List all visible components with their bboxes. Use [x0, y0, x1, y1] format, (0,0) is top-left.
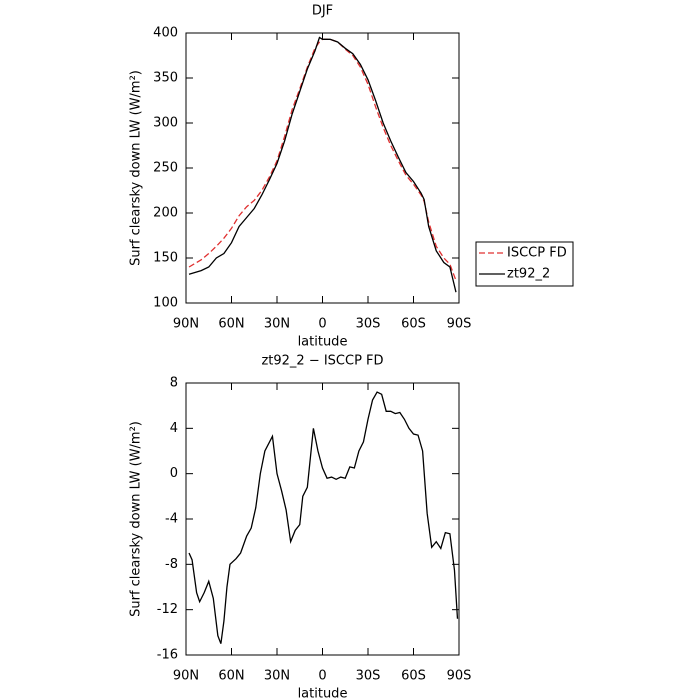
x-tick-label: 90N: [173, 317, 199, 332]
x-tick-label: 60S: [401, 317, 426, 332]
x-tick-label: 30N: [264, 669, 290, 684]
x-axis-label: latitude: [298, 335, 348, 350]
series-line: [188, 38, 457, 281]
x-axis-label: latitude: [298, 687, 348, 700]
y-tick-label: 300: [153, 116, 178, 131]
plot-frame: [185, 32, 460, 304]
y-tick-label: -4: [165, 512, 178, 527]
legend-box: [475, 241, 574, 287]
x-tick-label: 0: [318, 669, 326, 684]
x-tick-label: 30N: [264, 317, 290, 332]
y-tick-label: 200: [153, 206, 178, 221]
y-tick-label: 350: [153, 71, 178, 86]
plot-frame: [185, 382, 460, 656]
legend-label: zt92_2: [507, 267, 550, 282]
x-tick-label: 30S: [356, 669, 381, 684]
x-tick-label: 30S: [356, 317, 381, 332]
y-tick-label: 4: [170, 421, 178, 436]
x-tick-label: 60N: [218, 669, 244, 684]
y-tick-label: -12: [157, 602, 178, 617]
y-axis-label: Surf clearsky down LW (W/m²): [129, 70, 144, 266]
chart-title: zt92_2 − ISCCP FD: [261, 354, 383, 369]
x-tick-label: 90N: [173, 669, 199, 684]
chart-title: DJF: [312, 4, 333, 19]
y-tick-label: 250: [153, 161, 178, 176]
y-tick-label: 8: [170, 376, 178, 391]
y-tick-label: 400: [153, 26, 178, 41]
series-line: [188, 36, 457, 293]
series-line: [188, 391, 459, 644]
legend-label: ISCCP FD: [507, 246, 567, 261]
y-tick-label: 150: [153, 251, 178, 266]
x-tick-label: 0: [318, 317, 326, 332]
y-tick-label: -8: [165, 557, 178, 572]
x-tick-label: 90S: [447, 669, 472, 684]
y-tick-label: 100: [153, 296, 178, 311]
x-tick-label: 60N: [218, 317, 244, 332]
y-tick-label: -16: [157, 648, 178, 663]
x-tick-label: 60S: [401, 669, 426, 684]
y-tick-label: 0: [170, 466, 178, 481]
y-axis-label: Surf clearsky down LW (W/m²): [129, 421, 144, 617]
x-tick-label: 90S: [447, 317, 472, 332]
